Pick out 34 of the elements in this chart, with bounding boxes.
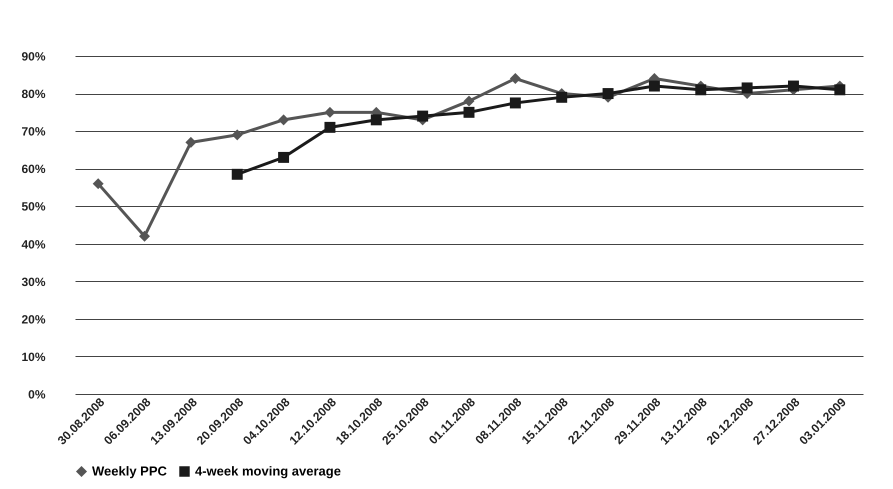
point — [695, 84, 706, 96]
point — [370, 114, 382, 126]
y-tick-label: 80% — [21, 87, 46, 102]
y-tick-label: 30% — [21, 274, 46, 289]
y-tick-label: 10% — [21, 350, 46, 364]
point — [232, 129, 243, 140]
point — [324, 122, 336, 133]
y-tick-label: 70% — [21, 124, 46, 139]
point — [510, 73, 521, 84]
point — [278, 114, 290, 126]
point — [324, 106, 336, 118]
legend-label: 4-week moving average — [195, 464, 341, 479]
point — [742, 82, 753, 94]
y-tick-label: 40% — [21, 237, 46, 252]
point — [510, 97, 521, 108]
point — [788, 80, 799, 92]
point — [278, 152, 290, 163]
legend-label: Weekly PPC — [92, 464, 168, 479]
point — [232, 168, 243, 180]
y-tick-label: 60% — [21, 162, 46, 176]
y-tick-label: 50% — [21, 200, 46, 214]
point — [556, 92, 568, 103]
point — [464, 96, 474, 107]
point — [185, 136, 196, 148]
y-tick-label: 0% — [28, 388, 46, 402]
point — [417, 110, 428, 122]
point — [139, 230, 150, 242]
point — [464, 106, 474, 118]
point — [602, 88, 614, 100]
point — [834, 84, 846, 96]
point — [648, 80, 660, 92]
point — [92, 178, 104, 190]
y-tick-label: 90% — [21, 50, 46, 64]
y-tick-label: 20% — [21, 312, 46, 326]
